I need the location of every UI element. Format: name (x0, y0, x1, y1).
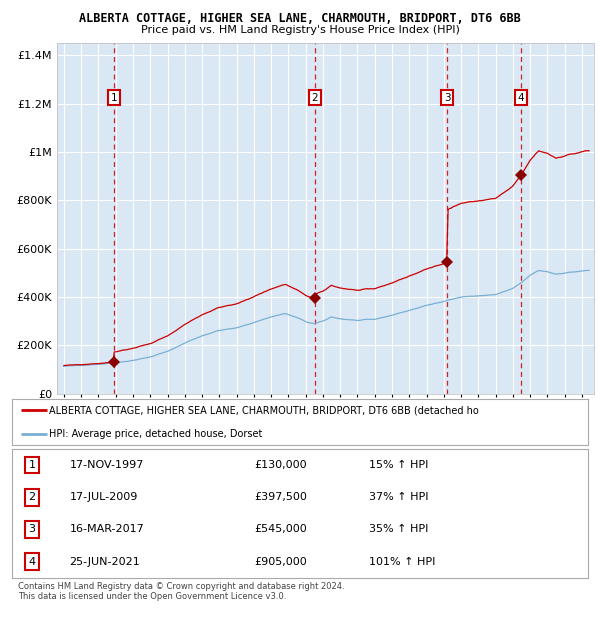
Text: 17-JUL-2009: 17-JUL-2009 (70, 492, 138, 502)
Text: 37% ↑ HPI: 37% ↑ HPI (369, 492, 428, 502)
Text: £905,000: £905,000 (254, 557, 307, 567)
Text: 25-JUN-2021: 25-JUN-2021 (70, 557, 140, 567)
Text: 4: 4 (518, 93, 524, 103)
Text: 15% ↑ HPI: 15% ↑ HPI (369, 460, 428, 470)
Text: £397,500: £397,500 (254, 492, 307, 502)
Text: 4: 4 (29, 557, 36, 567)
Text: 2: 2 (311, 93, 318, 103)
Text: 1: 1 (110, 93, 117, 103)
Text: 2: 2 (29, 492, 36, 502)
Text: ALBERTA COTTAGE, HIGHER SEA LANE, CHARMOUTH, BRIDPORT, DT6 6BB (detached ho: ALBERTA COTTAGE, HIGHER SEA LANE, CHARMO… (49, 405, 479, 415)
Text: Price paid vs. HM Land Registry's House Price Index (HPI): Price paid vs. HM Land Registry's House … (140, 25, 460, 35)
Text: 3: 3 (444, 93, 451, 103)
Text: 16-MAR-2017: 16-MAR-2017 (70, 525, 145, 534)
Text: 3: 3 (29, 525, 35, 534)
Text: Contains HM Land Registry data © Crown copyright and database right 2024.
This d: Contains HM Land Registry data © Crown c… (18, 582, 344, 601)
Text: 101% ↑ HPI: 101% ↑ HPI (369, 557, 436, 567)
Text: £545,000: £545,000 (254, 525, 307, 534)
Text: HPI: Average price, detached house, Dorset: HPI: Average price, detached house, Dors… (49, 428, 263, 438)
Text: 17-NOV-1997: 17-NOV-1997 (70, 460, 144, 470)
Text: 35% ↑ HPI: 35% ↑ HPI (369, 525, 428, 534)
Text: £130,000: £130,000 (254, 460, 307, 470)
Text: ALBERTA COTTAGE, HIGHER SEA LANE, CHARMOUTH, BRIDPORT, DT6 6BB: ALBERTA COTTAGE, HIGHER SEA LANE, CHARMO… (79, 12, 521, 25)
Text: 1: 1 (29, 460, 35, 470)
